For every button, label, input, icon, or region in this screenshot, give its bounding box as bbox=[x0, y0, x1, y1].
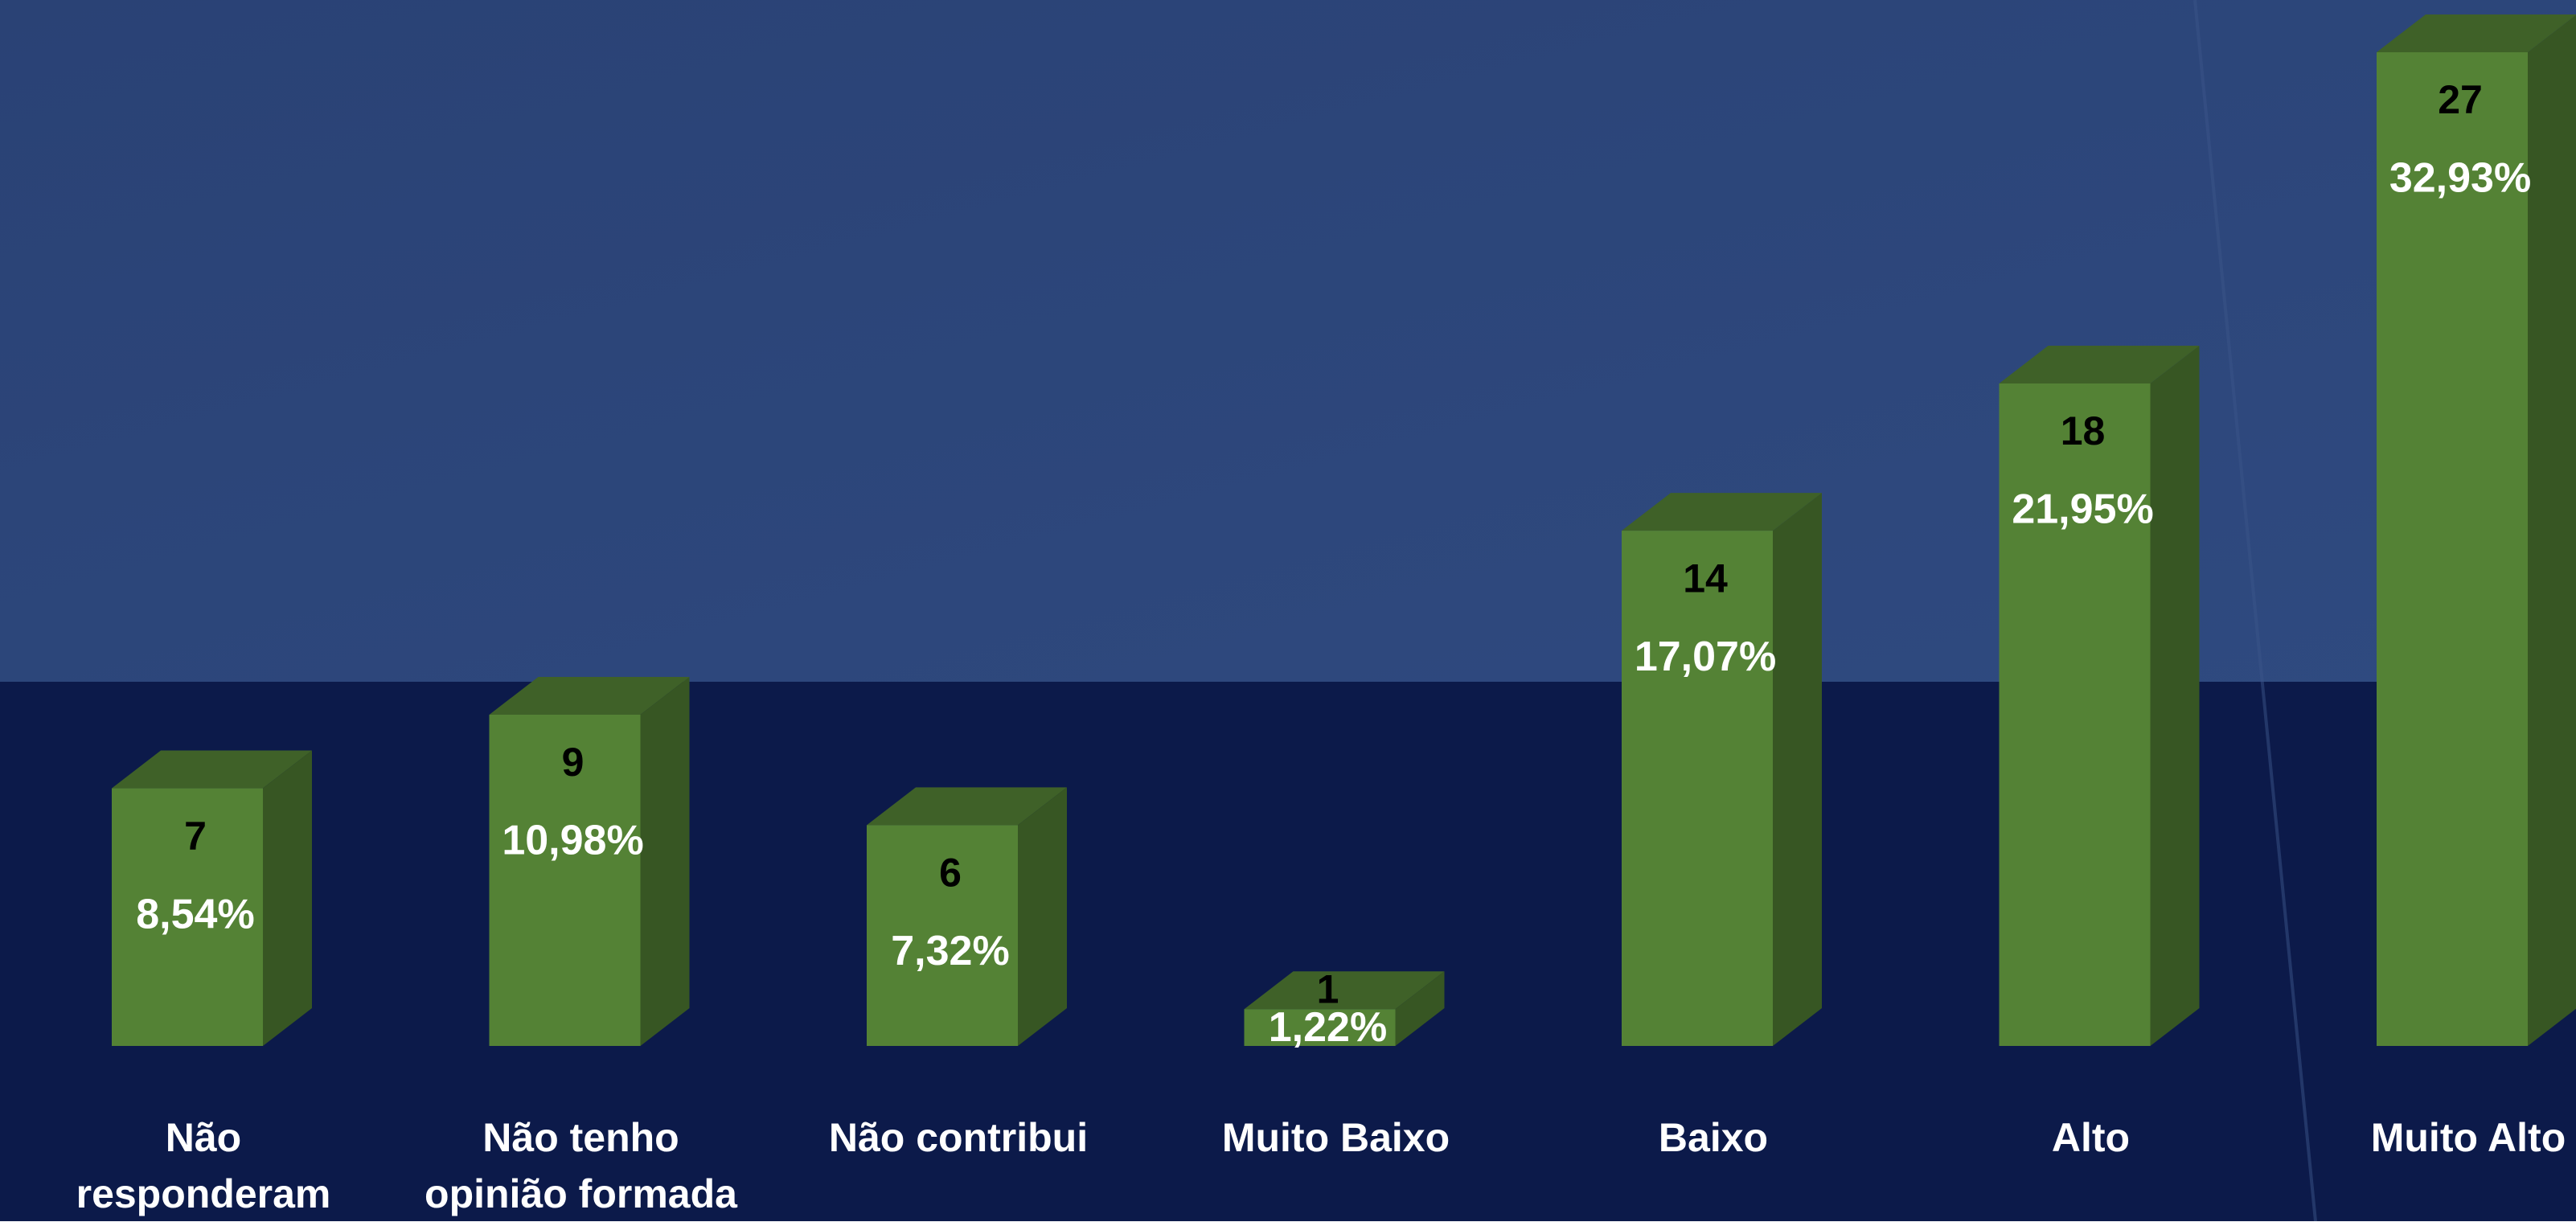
x-tick-label: Não responderam bbox=[2, 1109, 404, 1222]
chart: 78,54%910,98%67,32%11,22%1417,07%1821,95… bbox=[0, 0, 2576, 1221]
percent-label: 32,93% bbox=[2389, 155, 2531, 202]
x-tick-label: Não contribui bbox=[757, 1109, 1159, 1166]
bar-side bbox=[2151, 346, 2200, 1046]
bar-side bbox=[641, 677, 690, 1046]
value-label: 14 bbox=[1683, 556, 1728, 601]
bar bbox=[1622, 531, 1773, 1046]
bar bbox=[2000, 383, 2151, 1046]
bar-side bbox=[1773, 493, 1822, 1046]
bar-side bbox=[2528, 14, 2576, 1046]
bar-side bbox=[1018, 787, 1067, 1046]
value-label: 18 bbox=[2061, 408, 2106, 453]
value-label: 9 bbox=[562, 740, 585, 785]
bar-side bbox=[263, 751, 312, 1046]
x-tick-label: Não tenho opinião formada bbox=[380, 1109, 782, 1222]
percent-label: 1,22% bbox=[1269, 1004, 1387, 1051]
x-tick-label: Alto bbox=[1890, 1109, 2292, 1166]
chart-area: 78,54%910,98%67,32%11,22%1417,07%1821,95… bbox=[0, 0, 2576, 1221]
x-tick-label: Baixo bbox=[1512, 1109, 1914, 1166]
percent-label: 21,95% bbox=[2012, 486, 2153, 533]
percent-label: 10,98% bbox=[502, 818, 643, 864]
value-label: 27 bbox=[2438, 77, 2483, 122]
x-tick-label: Muito Alto bbox=[2267, 1109, 2576, 1166]
percent-label: 8,54% bbox=[136, 891, 254, 937]
value-label: 6 bbox=[939, 851, 962, 896]
x-tick-label: Muito Baixo bbox=[1135, 1109, 1537, 1166]
percent-label: 7,32% bbox=[891, 928, 1009, 974]
page: 78,54%910,98%67,32%11,22%1417,07%1821,95… bbox=[0, 0, 2576, 1221]
value-label: 7 bbox=[184, 814, 207, 859]
percent-label: 17,07% bbox=[1635, 634, 1776, 680]
